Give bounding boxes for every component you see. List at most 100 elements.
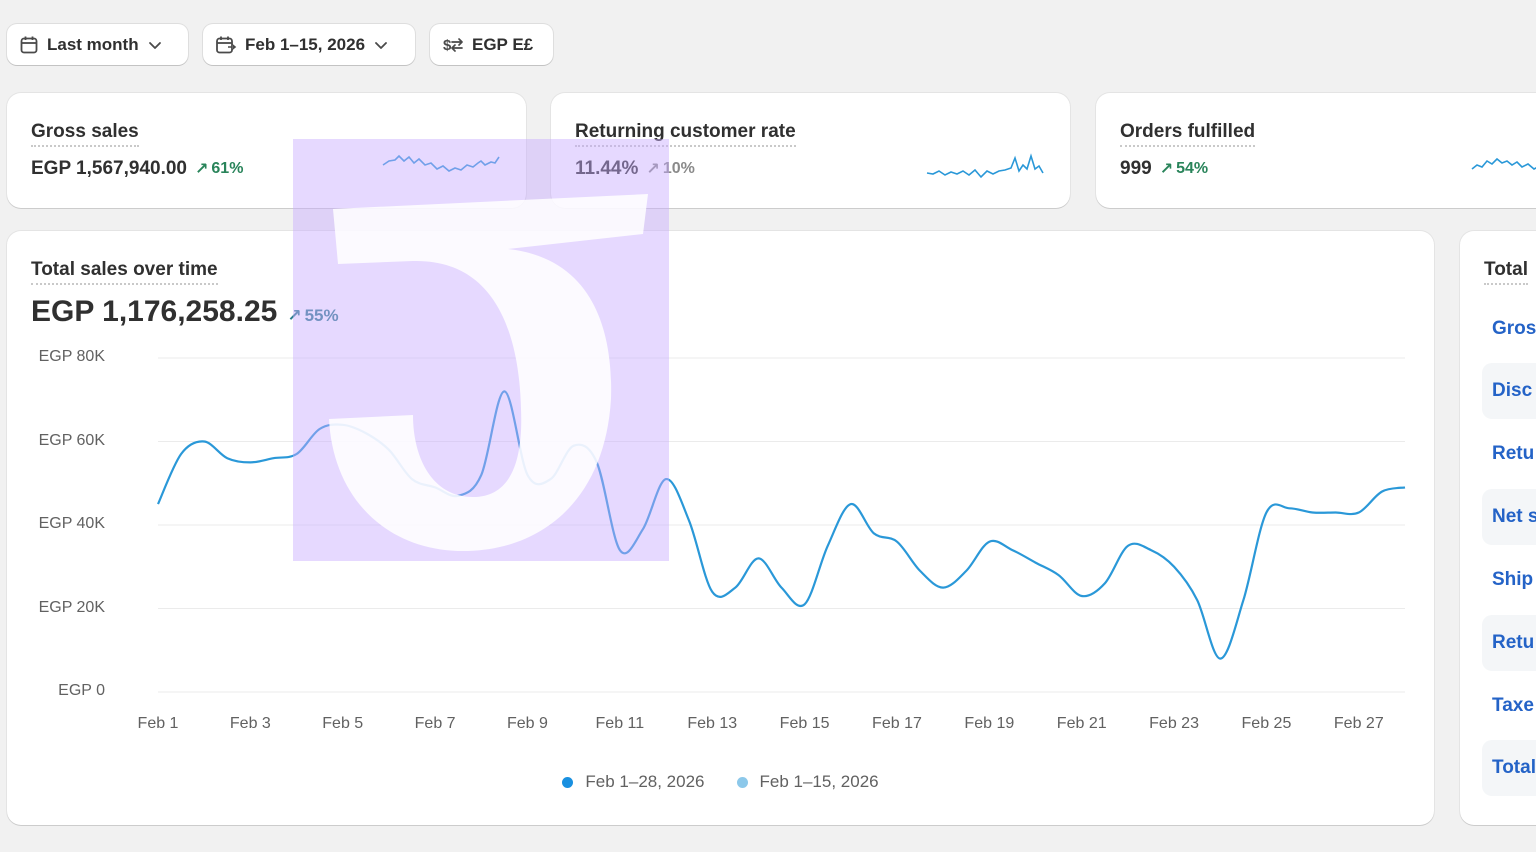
breakdown-label: Taxe bbox=[1492, 695, 1534, 716]
data-point bbox=[221, 452, 233, 464]
data-point bbox=[1122, 540, 1134, 552]
sparkline bbox=[926, 153, 1044, 179]
data-point bbox=[1053, 569, 1065, 581]
breakdown-row-returns[interactable]: Retu bbox=[1482, 426, 1536, 482]
chevron-down-icon bbox=[148, 41, 161, 49]
chart-legend: Feb 1–28, 2026 Feb 1–15, 2026 bbox=[7, 772, 1434, 792]
chart-total-amount: EGP 1,176,258.25 bbox=[31, 295, 278, 328]
legend-label: Feb 1–15, 2026 bbox=[759, 772, 879, 791]
metric-amount: 11.44% bbox=[575, 158, 639, 179]
y-tick-label: EGP 60K bbox=[38, 431, 105, 449]
data-point bbox=[545, 473, 557, 485]
breakdown-label: Gros bbox=[1492, 318, 1536, 339]
sparkline bbox=[1471, 157, 1536, 170]
currency-label: EGP E£ bbox=[472, 34, 534, 54]
data-point bbox=[752, 552, 764, 564]
data-point bbox=[891, 536, 903, 548]
data-point bbox=[267, 452, 279, 464]
trend-value: 10% bbox=[662, 160, 695, 177]
trend-badge: ↗ 61% bbox=[195, 159, 243, 179]
breakdown-label: Retu bbox=[1492, 632, 1535, 653]
total-sales-chart-card: Total sales over time EGP 1,176,258.25 ↗… bbox=[7, 231, 1434, 825]
x-tick-label: Feb 11 bbox=[595, 715, 645, 732]
data-point bbox=[244, 456, 256, 468]
data-point bbox=[1284, 502, 1296, 514]
breakdown-row-discounts[interactable]: Disc bbox=[1482, 363, 1536, 419]
data-point bbox=[452, 490, 464, 502]
legend-dot bbox=[736, 776, 748, 788]
series-line bbox=[156, 390, 1406, 660]
metric-title: Gross sales bbox=[31, 121, 139, 147]
arrow-up-right-icon: ↗ bbox=[195, 161, 209, 178]
data-point bbox=[637, 523, 649, 535]
returning-customer-rate-card[interactable]: Returning customer rate 11.44% ↗ 10% bbox=[551, 93, 1070, 208]
comparison-range-label: Feb 1–15, 2026 bbox=[245, 34, 366, 54]
trend-badge: ↗ 54% bbox=[1160, 159, 1208, 179]
x-tick-label: Feb 13 bbox=[687, 715, 738, 732]
orders-fulfilled-card[interactable]: Orders fulfilled 999 ↗ 54% bbox=[1096, 93, 1536, 208]
date-range-button[interactable]: Last month bbox=[7, 24, 188, 65]
x-tick-label: Feb 5 bbox=[322, 715, 364, 732]
x-tick-label: Feb 9 bbox=[507, 715, 548, 732]
metric-title: Orders fulfilled bbox=[1120, 121, 1256, 147]
arrow-up-right-icon: ↗ bbox=[287, 306, 302, 325]
data-point bbox=[429, 481, 441, 493]
legend-label: Feb 1–28, 2026 bbox=[585, 772, 705, 791]
data-point bbox=[1099, 577, 1111, 589]
data-point bbox=[706, 586, 718, 598]
x-tick-label: Feb 25 bbox=[1241, 715, 1292, 732]
trend-badge: ↗ 10% bbox=[646, 159, 694, 179]
breakdown-title: Total bbox=[1484, 259, 1528, 285]
data-point bbox=[521, 469, 533, 481]
breakdown-label: Retu bbox=[1492, 443, 1535, 464]
y-tick-label: EGP 20K bbox=[38, 598, 105, 616]
data-point bbox=[360, 427, 372, 439]
data-point bbox=[614, 544, 626, 556]
comparison-range-button[interactable]: Feb 1–15, 2026 bbox=[203, 24, 415, 65]
data-point bbox=[1353, 506, 1365, 518]
chart-title: Total sales over time bbox=[31, 259, 218, 285]
legend-dot bbox=[562, 776, 574, 788]
data-point bbox=[1330, 506, 1342, 518]
data-point bbox=[1030, 557, 1042, 569]
data-point bbox=[591, 456, 603, 468]
data-point bbox=[314, 423, 326, 435]
x-tick-label: Feb 17 bbox=[872, 715, 922, 732]
breakdown-row-shipping[interactable]: Ship bbox=[1482, 552, 1536, 608]
data-point bbox=[383, 444, 395, 456]
metric-amount: EGP 1,567,940.00 bbox=[31, 158, 187, 179]
legend-item-comparison[interactable]: Feb 1–15, 2026 bbox=[736, 772, 879, 792]
trend-value: 55% bbox=[304, 306, 339, 325]
x-tick-label: Feb 23 bbox=[1149, 715, 1199, 732]
legend-item-current[interactable]: Feb 1–28, 2026 bbox=[562, 772, 705, 792]
chevron-down-icon bbox=[375, 41, 387, 49]
data-point bbox=[1237, 594, 1249, 606]
data-point bbox=[683, 515, 695, 527]
data-point bbox=[1399, 481, 1411, 493]
breakdown-label: Ship bbox=[1492, 569, 1534, 590]
data-point bbox=[937, 582, 949, 594]
data-point bbox=[799, 598, 811, 610]
data-point bbox=[475, 469, 487, 481]
metric-value: EGP 1,567,940.00 ↗ 61% bbox=[31, 158, 243, 180]
currency-button[interactable]: $ EGP E£ bbox=[430, 24, 553, 65]
data-point bbox=[152, 498, 164, 510]
data-point bbox=[1260, 506, 1272, 518]
breakdown-row-gross[interactable]: Gros bbox=[1482, 301, 1536, 357]
x-tick-label: Feb 19 bbox=[964, 715, 1015, 732]
gross-sales-card[interactable]: Gross sales EGP 1,567,940.00 ↗ 61% bbox=[7, 93, 526, 208]
breakdown-row-taxes[interactable]: Taxe bbox=[1482, 678, 1536, 734]
data-point bbox=[291, 448, 303, 460]
y-tick-label: EGP 80K bbox=[38, 348, 105, 365]
breakdown-row-return-fees[interactable]: Retu bbox=[1482, 615, 1536, 671]
data-point bbox=[960, 565, 972, 577]
x-tick-label: Feb 15 bbox=[779, 715, 830, 732]
date-range-label: Last month bbox=[47, 34, 139, 54]
breakdown-row-net-sales[interactable]: Net s bbox=[1482, 489, 1536, 545]
data-point bbox=[1006, 544, 1018, 556]
data-point bbox=[1307, 506, 1319, 518]
breakdown-row-total[interactable]: Total bbox=[1482, 740, 1536, 796]
data-point bbox=[822, 540, 834, 552]
y-tick-label: EGP 0 bbox=[58, 682, 105, 699]
data-point bbox=[498, 385, 510, 397]
